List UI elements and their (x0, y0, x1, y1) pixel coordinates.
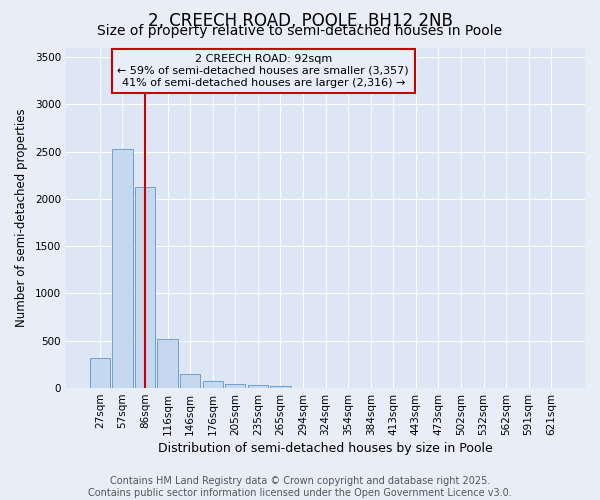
Bar (270, 386, 290, 388)
Bar (112, 148, 133, 388)
Text: 2 CREECH ROAD: 92sqm
← 59% of semi-detached houses are smaller (3,357)
41% of se: 2 CREECH ROAD: 92sqm ← 59% of semi-detac… (118, 54, 409, 88)
Bar (135, 186, 155, 388)
Y-axis label: Number of semi-detached properties: Number of semi-detached properties (15, 108, 28, 327)
Bar (203, 382, 223, 388)
Bar (89, 358, 110, 388)
Text: Size of property relative to semi-detached houses in Poole: Size of property relative to semi-detach… (97, 24, 503, 38)
Bar (248, 385, 268, 388)
Bar (157, 339, 178, 388)
X-axis label: Distribution of semi-detached houses by size in Poole: Distribution of semi-detached houses by … (158, 442, 493, 455)
Text: 2, CREECH ROAD, POOLE, BH12 2NB: 2, CREECH ROAD, POOLE, BH12 2NB (148, 12, 452, 30)
Text: Contains HM Land Registry data © Crown copyright and database right 2025.
Contai: Contains HM Land Registry data © Crown c… (88, 476, 512, 498)
Bar (180, 374, 200, 388)
Bar (225, 384, 245, 388)
